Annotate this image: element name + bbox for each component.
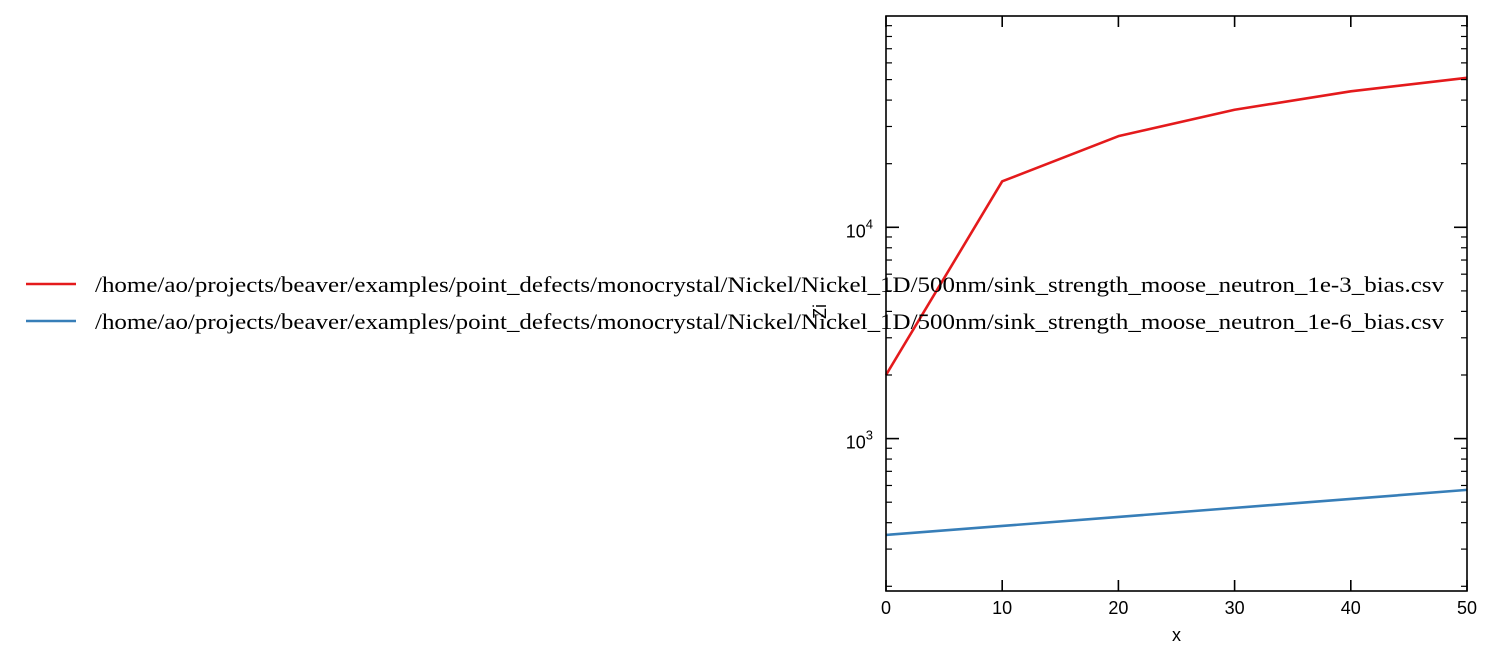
x-tick-label: 50 bbox=[1457, 598, 1477, 618]
x-tick-label: 20 bbox=[1108, 598, 1128, 618]
legend: /home/ao/projects/beaver/examples/point_… bbox=[26, 272, 1444, 334]
legend-label-1: /home/ao/projects/beaver/examples/point_… bbox=[95, 272, 1444, 297]
x-tick-label: 10 bbox=[992, 598, 1012, 618]
y-axis-label: Zi bbox=[810, 304, 830, 319]
x-axis-label: x bbox=[1172, 625, 1181, 645]
x-tick-label: 40 bbox=[1341, 598, 1361, 618]
series-line-2 bbox=[885, 488, 1468, 537]
y-tick-label: 104 bbox=[846, 216, 873, 241]
y-tick-label: 103 bbox=[846, 428, 873, 453]
plot-frame bbox=[885, 15, 1468, 592]
plot-lines bbox=[884, 76, 1468, 537]
x-tick-label: 30 bbox=[1225, 598, 1245, 618]
legend-label-2: /home/ao/projects/beaver/examples/point_… bbox=[95, 309, 1444, 334]
series-line-1 bbox=[884, 76, 1468, 376]
y-axis: 103 104 bbox=[846, 25, 1467, 587]
x-axis: 0 10 20 30 40 50 bbox=[881, 16, 1477, 618]
x-tick-label: 0 bbox=[881, 598, 891, 618]
